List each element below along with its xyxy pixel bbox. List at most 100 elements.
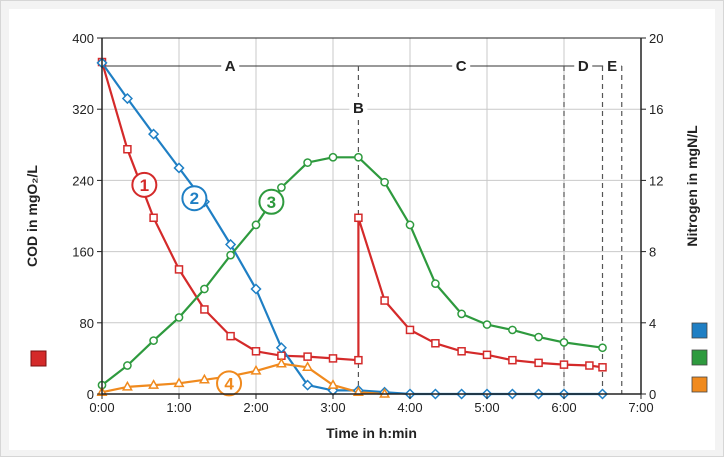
y-right-tick-label: 16 bbox=[649, 102, 663, 117]
series-2-point bbox=[121, 92, 133, 105]
series-4-badge-label: 4 bbox=[224, 374, 234, 393]
plot-area bbox=[102, 38, 641, 394]
series-1-point bbox=[174, 265, 184, 274]
series-1-point bbox=[585, 361, 594, 370]
x-tick-label: 2:00 bbox=[243, 400, 268, 415]
y-left-tick-label: 0 bbox=[87, 387, 94, 402]
series-3-point bbox=[149, 336, 158, 345]
y-right-tick-label: 12 bbox=[649, 173, 663, 188]
x-tick-label: 5:00 bbox=[474, 400, 499, 415]
y-left-axis-label: COD in mgO₂/L bbox=[24, 165, 40, 267]
series-3-point bbox=[431, 279, 440, 288]
phase-a-label: A bbox=[225, 58, 236, 75]
series-1-point bbox=[482, 350, 492, 360]
phase-e-label: E bbox=[607, 58, 617, 75]
series-4-point bbox=[148, 379, 160, 389]
series-3-point bbox=[534, 332, 543, 342]
x-tick-label: 6:00 bbox=[551, 400, 576, 415]
series-4-point bbox=[302, 361, 314, 372]
series-3-point bbox=[200, 284, 209, 294]
series-3-point bbox=[303, 158, 312, 167]
series-1-point bbox=[354, 355, 363, 365]
x-tick-label: 7:00 bbox=[628, 400, 653, 415]
series-1-point bbox=[534, 358, 543, 368]
series-1-point bbox=[354, 213, 363, 223]
series-2-badge bbox=[181, 185, 208, 212]
series-4-badge bbox=[216, 370, 243, 397]
series-4-point bbox=[327, 379, 339, 389]
series-2-point bbox=[250, 283, 262, 295]
series-4-point bbox=[198, 373, 210, 384]
series-1-point bbox=[328, 354, 338, 363]
series-2-point bbox=[148, 128, 160, 140]
series-3-point bbox=[405, 220, 415, 230]
series-1-badge bbox=[131, 171, 158, 198]
series-3-point bbox=[354, 152, 363, 162]
series-1-point bbox=[508, 355, 517, 365]
phase-b-label: B bbox=[353, 100, 364, 117]
series-4-point bbox=[173, 377, 185, 388]
chart-panel: A C D E B 1 2 3 4 0:00 1:00 2:00 3:00 4:00 5:00 6:00 7:0… bbox=[9, 9, 715, 450]
y-left-tick-label: 80 bbox=[80, 316, 94, 331]
series-1-point bbox=[149, 213, 158, 223]
series-3-badge bbox=[258, 188, 285, 215]
series-1-point bbox=[380, 296, 389, 305]
series-1-point bbox=[598, 363, 607, 372]
series-3-point bbox=[251, 220, 261, 230]
series-3-point bbox=[123, 361, 132, 370]
series-3-point bbox=[482, 320, 492, 329]
series-4-point bbox=[275, 357, 287, 368]
y-right-tick-label: 8 bbox=[649, 245, 656, 260]
series-2-point bbox=[275, 342, 287, 354]
series-1-badge-label: 1 bbox=[140, 176, 149, 195]
series-2-point bbox=[173, 162, 185, 174]
x-tick-label: 0:00 bbox=[89, 400, 114, 415]
y-left-tick-label: 320 bbox=[72, 102, 94, 117]
y-left-tick-label: 240 bbox=[72, 173, 94, 188]
series-3-point bbox=[328, 152, 338, 162]
y-right-tick-label: 4 bbox=[649, 316, 656, 331]
y-right-axis-label: Nitrogen in mgN/L bbox=[684, 125, 700, 247]
phase-c-label: C bbox=[456, 58, 467, 75]
phase-b-label-bg bbox=[349, 97, 368, 117]
series-2-point bbox=[302, 379, 314, 391]
series-1-line bbox=[100, 61, 603, 369]
series-1-point bbox=[303, 352, 312, 361]
y-left-tick-label: 160 bbox=[72, 245, 94, 260]
series-1-point bbox=[457, 347, 466, 356]
series-1-point bbox=[431, 339, 440, 348]
series-3-badge-label: 3 bbox=[267, 193, 276, 212]
series-1-point bbox=[226, 331, 235, 341]
legend-swatch-cod bbox=[30, 350, 47, 367]
legend-swatch-nitrogen bbox=[691, 322, 708, 339]
series-1-point bbox=[123, 145, 132, 154]
x-axis-label: Time in h:min bbox=[326, 425, 417, 441]
series-3-point bbox=[226, 250, 235, 260]
series-3-point bbox=[174, 313, 184, 322]
series-3-point bbox=[598, 343, 607, 353]
series-3-point bbox=[559, 338, 569, 347]
series-3-point bbox=[508, 325, 517, 335]
series-1-point bbox=[200, 305, 209, 314]
phase-d-label: D bbox=[578, 58, 589, 75]
series-4-point bbox=[121, 380, 133, 391]
series-4-line bbox=[101, 362, 385, 396]
series-3-point bbox=[380, 177, 389, 187]
y-right-tick-label: 20 bbox=[649, 31, 663, 46]
series-4-point bbox=[250, 364, 262, 375]
series-1-point bbox=[559, 360, 569, 369]
series-2-point bbox=[225, 238, 237, 251]
series-1-point bbox=[251, 347, 261, 356]
x-tick-label: 1:00 bbox=[166, 400, 191, 415]
series-3-point bbox=[277, 183, 286, 192]
y-right-tick-label: 0 bbox=[649, 387, 656, 402]
legend-swatch-nitrogen bbox=[691, 349, 708, 366]
series-2-badge-label: 2 bbox=[190, 189, 199, 208]
x-tick-label: 3:00 bbox=[320, 400, 345, 415]
legend-swatch-nitrogen bbox=[691, 376, 708, 393]
series-1-point bbox=[405, 325, 415, 335]
x-tick-label: 4:00 bbox=[397, 400, 422, 415]
y-left-tick-label: 400 bbox=[72, 31, 94, 46]
